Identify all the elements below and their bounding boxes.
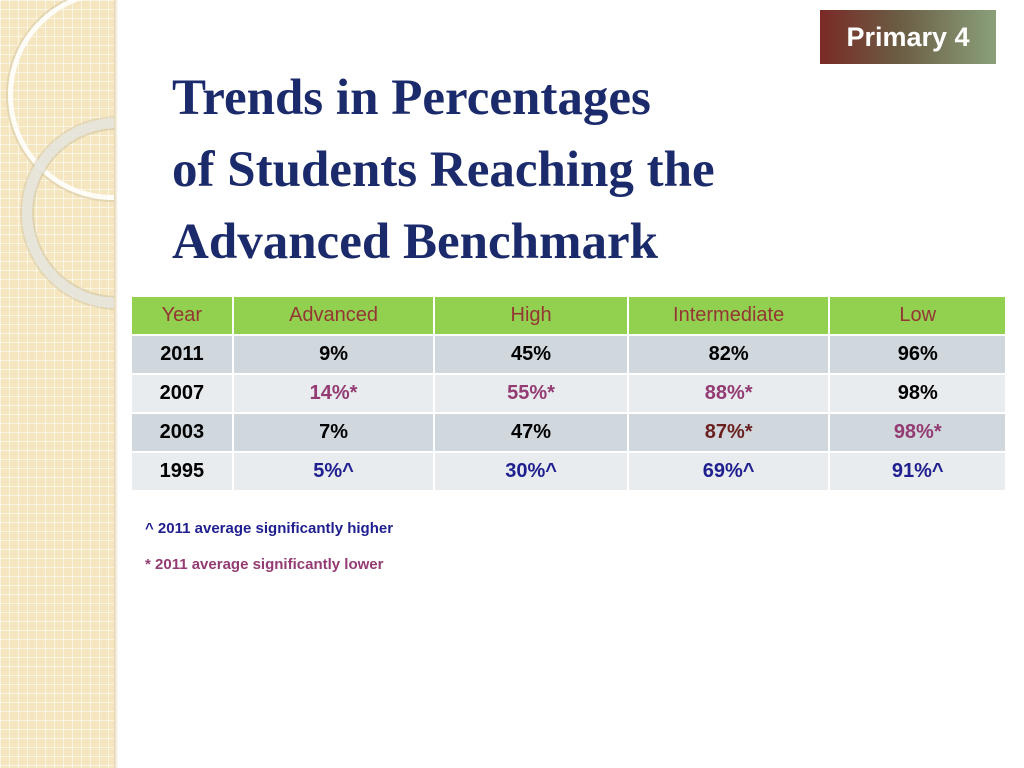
column-header-intermediate: Intermediate <box>626 295 831 336</box>
table-cell: 55%* <box>433 373 629 414</box>
title-line: Advanced Benchmark <box>172 214 658 270</box>
title-line: Trends in Percentages <box>172 70 651 126</box>
table-cell: 47% <box>433 412 629 453</box>
table-cell: 2011 <box>130 334 234 375</box>
table-row: 2007 14%* 55%* 88%* 98% <box>130 373 1007 414</box>
table-cell: 2007 <box>130 373 234 414</box>
table-cell: 91%^ <box>828 451 1007 492</box>
column-header-advanced: Advanced <box>231 295 436 336</box>
title-line: of Students Reaching the <box>172 142 715 198</box>
side-panel-edge <box>114 0 118 768</box>
benchmark-table: Year Advanced High Intermediate Low 2011… <box>130 295 1007 492</box>
table-cell: 88%* <box>626 373 831 414</box>
table-cell: 7% <box>231 412 436 453</box>
table-cell: 98%* <box>828 412 1007 453</box>
table-cell: 87%* <box>626 412 831 453</box>
table-cell: 1995 <box>130 451 234 492</box>
table-row: 2011 9% 45% 82% 96% <box>130 334 1007 375</box>
footnote-lower: * 2011 average significantly lower <box>145 556 384 573</box>
table-cell: 14%* <box>231 373 436 414</box>
slide-title: Trends in Percentages of Students Reachi… <box>172 62 872 278</box>
table-cell: 45% <box>433 334 629 375</box>
table-cell: 2003 <box>130 412 234 453</box>
table-row: 1995 5%^ 30%^ 69%^ 91%^ <box>130 451 1007 492</box>
table-cell: 30%^ <box>433 451 629 492</box>
decorative-side-panel <box>0 0 114 768</box>
table-cell: 69%^ <box>626 451 831 492</box>
table-cell: 5%^ <box>231 451 436 492</box>
column-header-high: High <box>433 295 629 336</box>
grade-badge: Primary 4 <box>820 10 996 64</box>
table-header-row: Year Advanced High Intermediate Low <box>130 295 1007 336</box>
footnote-higher: ^ 2011 average significantly higher <box>145 520 394 537</box>
table-cell: 96% <box>828 334 1007 375</box>
table-cell: 98% <box>828 373 1007 414</box>
table-row: 2003 7% 47% 87%* 98%* <box>130 412 1007 453</box>
table-cell: 82% <box>626 334 831 375</box>
column-header-low: Low <box>828 295 1007 336</box>
column-header-year: Year <box>130 295 234 336</box>
table-cell: 9% <box>231 334 436 375</box>
